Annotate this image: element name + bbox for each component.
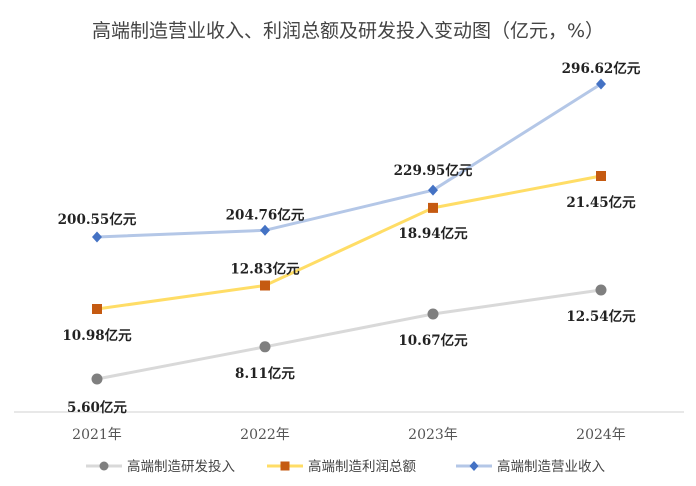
legend-label: 高端制造研发投入 — [127, 458, 235, 475]
data-label: 10.67亿元 — [398, 332, 468, 349]
series-line — [96, 288, 602, 381]
series-markers — [91, 78, 607, 385]
data-point — [428, 202, 438, 213]
x-tick-label: 2021年 — [72, 427, 122, 443]
x-tick-label: 2022年 — [240, 427, 290, 443]
data-label: 18.94亿元 — [398, 225, 468, 242]
series-lines — [96, 82, 602, 381]
legend: 高端制造研发投入 高端制造利润总额 高端制造营业收入 — [86, 458, 605, 475]
data-point — [92, 304, 102, 314]
data-label: 296.62亿元 — [562, 60, 641, 77]
series-line — [96, 174, 602, 311]
legend-marker — [99, 461, 109, 471]
data-point — [428, 184, 438, 196]
legend-marker — [469, 461, 479, 471]
data-label: 12.83亿元 — [230, 260, 300, 277]
data-point — [260, 280, 270, 291]
data-point — [595, 284, 607, 296]
data-label: 12.54亿元 — [566, 308, 636, 325]
x-tick-label: 2024年 — [576, 427, 626, 443]
data-label: 5.60亿元 — [67, 399, 127, 416]
legend-label: 高端制造利润总额 — [308, 458, 416, 475]
series-line — [96, 82, 602, 239]
data-labels: 5.60亿元 8.11亿元 10.67亿元 12.54亿元 10.98亿元 12.83亿元… — [58, 60, 641, 416]
legend-marker — [280, 461, 290, 471]
x-axis-ticks: 2021年 2022年 2023年 2024年 — [72, 427, 626, 443]
data-point — [596, 171, 606, 181]
data-label: 204.76亿元 — [226, 206, 305, 223]
legend-label: 高端制造营业收入 — [497, 458, 605, 475]
data-point — [596, 78, 606, 90]
data-label: 229.95亿元 — [394, 162, 473, 179]
data-label: 200.55亿元 — [58, 211, 137, 228]
data-point — [91, 373, 103, 385]
data-label: 10.98亿元 — [62, 327, 132, 344]
data-point — [92, 231, 102, 243]
x-tick-label: 2023年 — [408, 427, 458, 443]
chart-title: 高端制造营业收入、利润总额及研发投入变动图（亿元，%） — [92, 20, 604, 42]
data-point — [259, 341, 271, 353]
data-point — [260, 224, 270, 236]
data-point — [427, 308, 439, 320]
data-label: 8.11亿元 — [235, 365, 295, 382]
data-label: 21.45亿元 — [566, 194, 636, 211]
